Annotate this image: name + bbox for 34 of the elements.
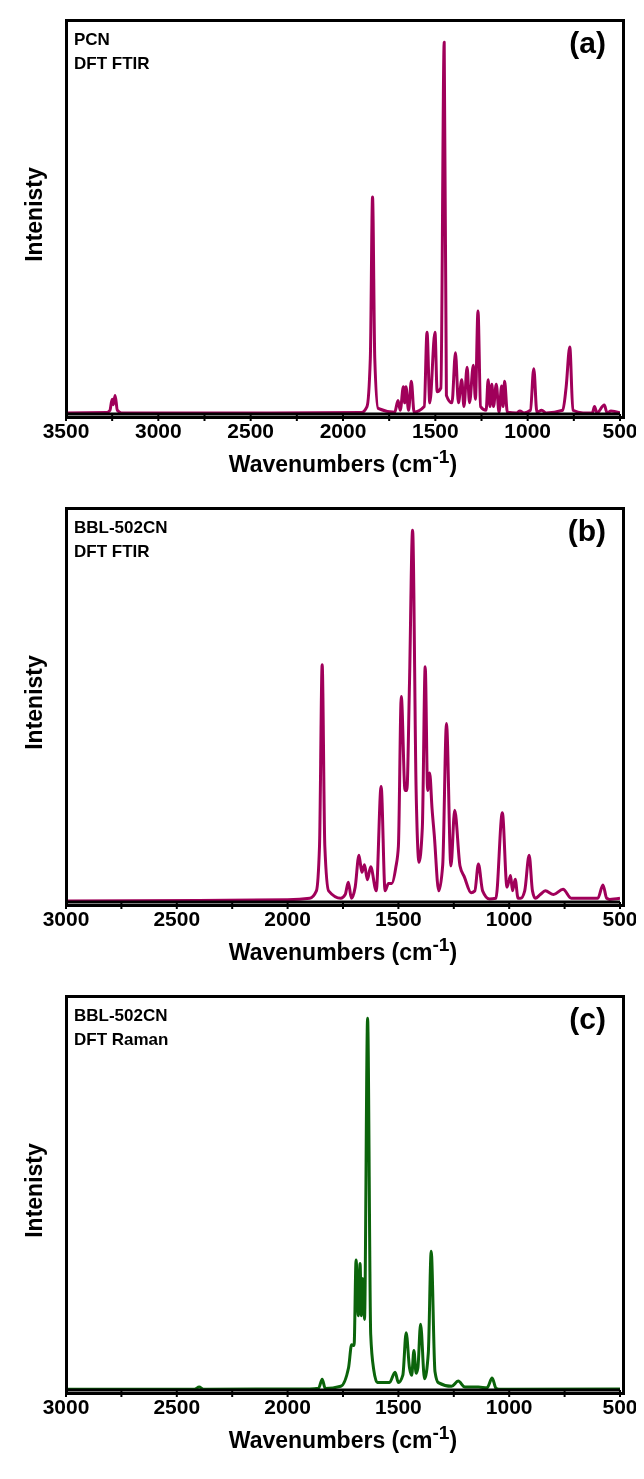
y-axis-title: Intenisty <box>20 654 48 752</box>
x-axis-title: Wavenumbers (cm$^{-1}$) <box>227 1422 459 1454</box>
annotation: (c) <box>569 1002 606 1036</box>
x-tick-label: 500 <box>602 418 638 442</box>
x-tick-label: 500 <box>602 906 638 930</box>
x-tick-label: 3500 <box>42 418 90 442</box>
x-tick-label: 3000 <box>42 1394 90 1418</box>
annotation: DFT FTIR <box>74 53 150 75</box>
x-tick-label: 3000 <box>134 418 182 442</box>
x-tick-label: 500 <box>602 1394 638 1418</box>
annotation: DFT Raman <box>74 1029 169 1051</box>
x-tick-label: 1000 <box>485 906 533 930</box>
x-tick-label: 2000 <box>264 1394 311 1418</box>
x-tick-label: 1000 <box>504 418 552 442</box>
x-tick-label: 1000 <box>485 1394 533 1418</box>
x-tick-label: 2000 <box>319 418 367 442</box>
x-tick-label: 2500 <box>227 418 275 442</box>
x-axis-title: Wavenumbers (cm$^{-1}$) <box>227 446 459 478</box>
annotation: (b) <box>567 514 606 548</box>
y-axis-title: Intenisty <box>20 1142 48 1240</box>
annotation: DFT FTIR <box>74 541 151 563</box>
y-axis-title: Intenisty <box>20 166 48 264</box>
x-tick-label: 1500 <box>375 1394 422 1418</box>
x-tick-label: 2500 <box>153 1394 201 1418</box>
x-tick-label: 2500 <box>153 906 201 930</box>
annotation: BBL-502CN <box>74 517 168 539</box>
annotation: BBL-502CN <box>74 1005 169 1027</box>
x-tick-label: 1500 <box>411 418 459 442</box>
annotation: PCN <box>74 29 111 51</box>
x-tick-label: 3000 <box>42 906 90 930</box>
x-tick-label: 1500 <box>375 906 422 930</box>
x-tick-label: 2000 <box>264 906 311 930</box>
annotation: (a) <box>569 26 606 60</box>
x-axis-title: Wavenumbers (cm$^{-1}$) <box>227 934 459 966</box>
